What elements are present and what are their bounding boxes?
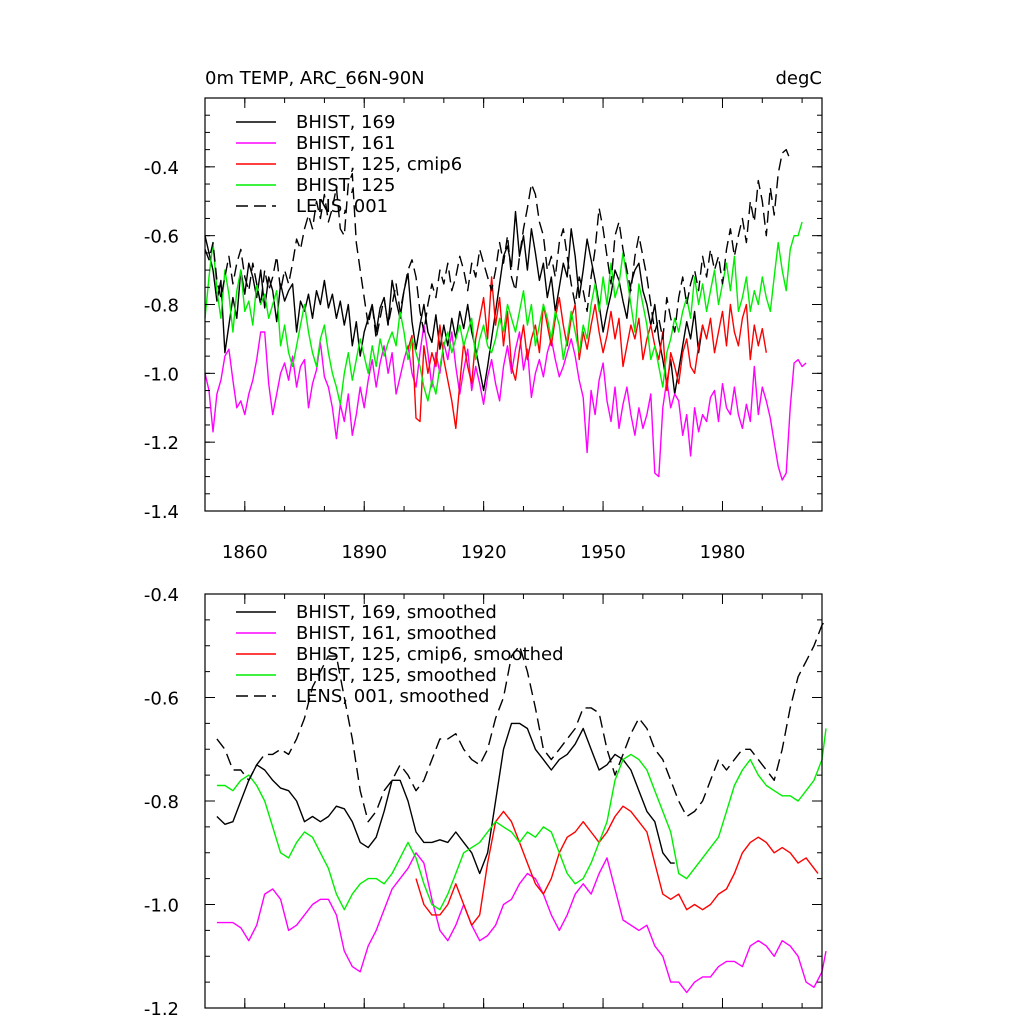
series-line-bhist-125 [204, 221, 803, 405]
legend-label-bhist-161: BHIST, 161 [296, 133, 395, 154]
y-tick-label: -1.0 [144, 896, 179, 917]
y-tick-label: -1.4 [144, 502, 179, 523]
y-tick-label: -0.8 [144, 792, 179, 813]
y-tick-label: -0.6 [144, 689, 179, 710]
series-line-bhist-125-cmip6-smoothed [415, 805, 819, 926]
series-line-lens-001-smoothed [216, 619, 827, 823]
series-line-bhist-161 [204, 324, 807, 481]
x-tick-label: 1980 [700, 542, 746, 563]
legend-label-bhist-125-cmip6: BHIST, 125, cmip6 [296, 154, 462, 175]
series-line-bhist-161-smoothed [216, 852, 827, 994]
top-axis-ticks: -1.4 -1.2 -1.0 -0.8 -0.6 -0.4 1860 1890 1920 1950… [144, 97, 822, 563]
x-tick-label: 1890 [341, 542, 387, 563]
series-line-bhist-169-smoothed [216, 722, 675, 875]
bottom-plot-frame [204, 593, 823, 1009]
series-line-bhist-125-smoothed [216, 728, 827, 911]
y-tick-label: -0.6 [144, 227, 179, 248]
bottom-series-layer [216, 619, 827, 994]
legend-label-bhist-125-smoothed: BHIST, 125, smoothed [296, 665, 497, 686]
y-tick-label: -0.4 [144, 158, 179, 179]
legend-label-lens-001: LENS, 001 [296, 196, 388, 217]
y-tick-label: -1.2 [144, 999, 179, 1020]
y-tick-label: -0.4 [144, 585, 179, 606]
top-plot-frame [204, 97, 823, 512]
y-tick-label: -1.2 [144, 433, 179, 454]
legend-label-bhist-125: BHIST, 125 [296, 175, 395, 196]
bottom-panel: -1.2 -1.0 -0.8 -0.6 -0.4 BHIST, 169, smoothe… [144, 585, 827, 1020]
units-label: degC [776, 68, 823, 89]
legend-label-bhist-169-smoothed: BHIST, 169, smoothed [296, 602, 497, 623]
x-tick-label: 1950 [580, 542, 626, 563]
x-tick-label: 1920 [461, 542, 507, 563]
legend-label-bhist-161-smoothed: BHIST, 161, smoothed [296, 623, 497, 644]
series-line-lens-001 [204, 148, 791, 340]
y-tick-label: -0.8 [144, 296, 179, 317]
legend-label-bhist-125-cmip6-smoothed: BHIST, 125, cmip6, smoothed [296, 644, 564, 665]
y-tick-label: -1.0 [144, 364, 179, 385]
top-panel: 0m TEMP, ARC_66N-90N degC -1.4 -1.2 -1.0 -0… [144, 68, 823, 563]
top-series-layer [204, 148, 807, 481]
x-tick-label: 1860 [222, 542, 268, 563]
legend-label-bhist-169: BHIST, 169 [296, 112, 395, 133]
legend-label-lens-001-smoothed: LENS, 001, smoothed [296, 686, 489, 707]
chart-title: 0m TEMP, ARC_66N-90N [205, 68, 425, 89]
bottom-axis-ticks: -1.2 -1.0 -0.8 -0.6 -0.4 [144, 585, 822, 1020]
series-line-bhist-125-cmip6 [407, 276, 767, 430]
